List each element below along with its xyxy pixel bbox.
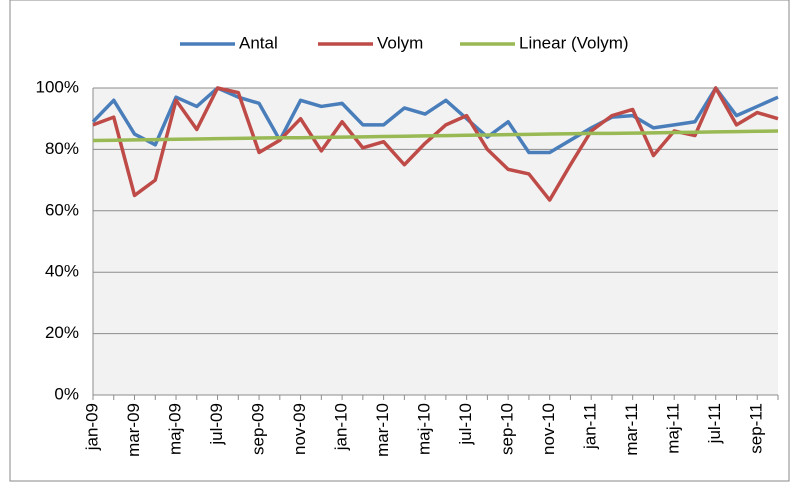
legend-label: Volym	[377, 33, 423, 52]
y-tick-label: 40%	[45, 262, 79, 281]
x-tick-label: sep-10	[498, 403, 517, 455]
x-tick-label: jul-11	[705, 403, 724, 444]
x-tick-label: maj-10	[415, 403, 434, 455]
x-tick-label: mar-09	[124, 403, 143, 457]
x-tick-label: jan-10	[332, 403, 351, 451]
x-tick-label: nov-10	[539, 403, 558, 455]
y-tick-label: 20%	[45, 323, 79, 342]
x-tick-label: mar-11	[622, 403, 641, 456]
series-line	[91, 86, 779, 155]
x-tick-label: sep-09	[249, 403, 268, 455]
x-tick-label: jan-09	[82, 403, 101, 451]
x-tick-label: jan-11	[581, 403, 600, 450]
x-tick-label: nov-09	[290, 403, 309, 455]
y-tick-label: 100%	[36, 77, 79, 96]
y-tick-label: 60%	[45, 200, 79, 219]
x-tick-label: maj-09	[166, 403, 185, 455]
legend-label: Antal	[239, 33, 278, 52]
legend-label: Linear (Volym)	[519, 33, 629, 52]
x-tick-label: mar-10	[373, 403, 392, 457]
x-tick-label: jul-10	[456, 403, 475, 446]
x-tick-label: sep-11	[747, 403, 766, 454]
series-line	[92, 129, 779, 143]
x-tick-label: maj-11	[664, 403, 683, 454]
x-tick-label: jul-09	[207, 403, 226, 446]
y-tick-label: 80%	[45, 139, 79, 158]
y-tick-label: 0%	[54, 384, 79, 403]
